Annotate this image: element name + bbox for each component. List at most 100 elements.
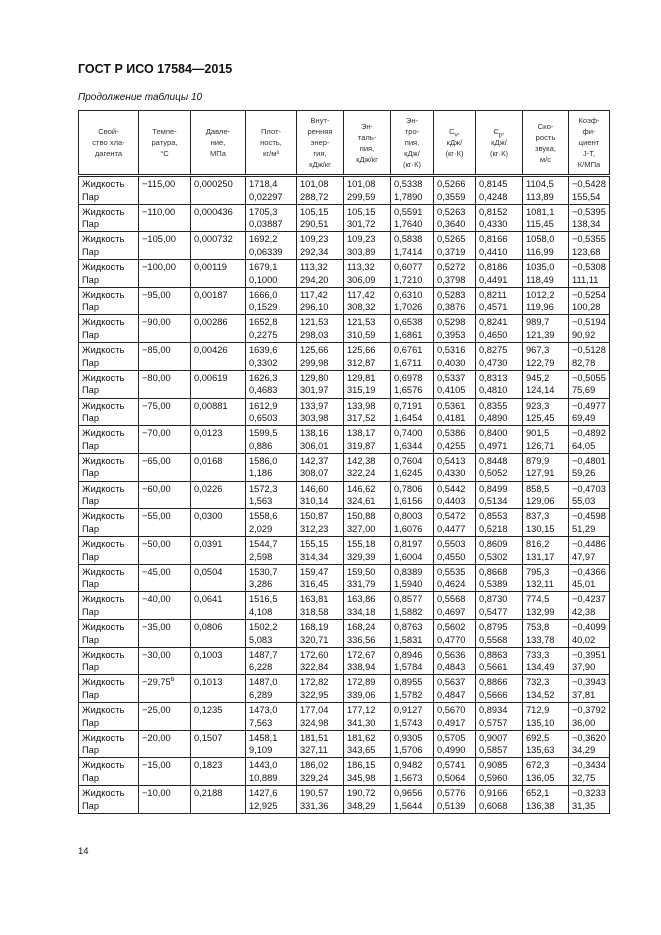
liquid-value: 0,9305	[394, 732, 423, 743]
liquid-value: −0,4977	[572, 400, 606, 411]
vapor-value: 135,10	[526, 717, 555, 728]
liquid-value: 0,5442	[437, 483, 466, 494]
vapor-value: 0,03887	[249, 219, 283, 230]
vapor-value: 301,72	[347, 219, 376, 230]
value-cell: 159,50 331,79	[343, 563, 391, 593]
liquid-value: 1612,9	[249, 400, 278, 411]
liquid-value: 0,5535	[437, 566, 466, 577]
vapor-value: 315,19	[347, 385, 376, 396]
vapor-value: 1,5784	[394, 662, 423, 673]
vapor-value: 1,6004	[394, 551, 423, 562]
value-cell: 1530,7 3,286	[245, 563, 297, 593]
phase-cell: Жидкость Пар	[78, 231, 139, 261]
value-cell: 0,5535 0,4624	[433, 563, 476, 593]
liquid-value: 652,1	[526, 788, 550, 799]
value-cell: 0,5442 0,4403	[433, 480, 476, 510]
liquid-value: 125,66	[300, 345, 329, 356]
liquid-value: 0,9085	[479, 760, 508, 771]
value-cell: 0,8400 0,4971	[475, 425, 523, 454]
value-cell: 125,66 299,98	[296, 342, 344, 371]
phase-liquid: Жидкость	[82, 622, 125, 632]
phase-liquid: Жидкость	[82, 677, 125, 688]
value-cell: 0,8946 1,5784	[390, 646, 434, 676]
vapor-value: 0,3953	[437, 330, 466, 341]
vapor-value: 1,563	[249, 496, 273, 507]
vapor-value: 129,06	[526, 496, 555, 507]
vapor-value: 0,5134	[479, 496, 508, 507]
vapor-value: 0,5477	[479, 606, 508, 617]
liquid-value: 0,5298	[437, 317, 466, 328]
vapor-value: 0,4105	[437, 385, 466, 396]
pressure-cell: 0,0391	[190, 535, 246, 565]
table-row: Жидкость Пар −50,00 0,0391 1544,7 2,598 155,15…	[78, 535, 610, 565]
liquid-value: 1544,7	[249, 538, 278, 549]
vapor-value: 0,4810	[479, 385, 508, 396]
value-cell: 1012,2 119,96	[522, 286, 569, 316]
value-cell: 1502,2 5,083	[245, 619, 297, 648]
pressure-cell: 0,000732	[190, 231, 246, 261]
liquid-value: 138,17	[347, 428, 376, 439]
subscript: p	[498, 131, 503, 139]
phase-cell: Жидкость Пар	[78, 757, 139, 787]
vapor-value: 0,3798	[437, 274, 466, 285]
liquid-value: 0,6077	[394, 262, 423, 273]
temperature-cell: −55,00	[138, 508, 191, 537]
value-cell: −0,5308 111,11	[568, 259, 610, 288]
vapor-value: 0,5139	[437, 800, 466, 811]
liquid-value: 1516,5	[249, 594, 278, 605]
liquid-value: 101,08	[347, 179, 376, 189]
liquid-value: 0,8003	[394, 511, 423, 522]
liquid-value: 0,8763	[394, 622, 423, 632]
vapor-value: 334,18	[347, 606, 376, 617]
value-cell: 129,80 301,97	[296, 369, 344, 399]
phase-liquid: Жидкость	[82, 262, 125, 273]
phase-cell: Жидкость Пар	[78, 591, 139, 620]
value-cell: 1487,7 6,228	[245, 646, 297, 676]
value-cell: 1586,0 1,186	[245, 452, 297, 482]
vapor-value: 1,5673	[394, 773, 423, 784]
vapor-value: 322,84	[300, 662, 329, 673]
value-cell: 121,53 298,03	[296, 314, 344, 344]
properties-table: Свой-ство хла-дагента Темпе-ратура, °C Давл…	[78, 110, 610, 814]
value-cell: −0,4099 40,02	[568, 619, 610, 648]
vapor-value: 0,5389	[479, 579, 508, 590]
value-cell: 0,5298 0,3953	[433, 314, 476, 344]
vapor-value: 308,32	[347, 302, 376, 313]
table-row: Жидкость Пар −29,75b 0,1013 1487,0 6,289 172,8…	[78, 674, 610, 704]
value-cell: 0,8866 0,5666	[475, 674, 523, 704]
liquid-value: −0,3233	[572, 788, 606, 799]
vapor-value: 341,30	[347, 717, 376, 728]
liquid-value: 177,12	[347, 705, 376, 716]
phase-vapor: Пар	[82, 330, 100, 341]
value-cell: 0,5568 0,4697	[433, 591, 476, 620]
vapor-value: 303,98	[300, 413, 329, 424]
value-cell: 0,8211 0,4571	[475, 286, 523, 316]
vapor-value: 0,02297	[249, 191, 283, 202]
pressure-cell: 0,1013	[190, 674, 246, 704]
temperature-cell: −45,00	[138, 563, 191, 593]
pressure-cell: 0,00119	[190, 259, 246, 288]
value-cell: 816,2 131,17	[522, 535, 569, 565]
value-cell: 133,97 303,98	[296, 397, 344, 427]
liquid-value: 0,7806	[394, 483, 423, 494]
table-row: Жидкость Пар −45,00 0,0504 1530,7 3,286 159,47…	[78, 563, 610, 593]
temperature-cell: −80,00	[138, 369, 191, 399]
phase-vapor: Пар	[82, 496, 100, 507]
liquid-value: 0,8145	[479, 179, 508, 189]
liquid-value: 129,81	[347, 372, 376, 383]
pressure-cell: 0,1003	[190, 646, 246, 676]
phase-vapor: Пар	[82, 773, 100, 784]
vapor-value: 0,4403	[437, 496, 466, 507]
temperature-cell: −20,00	[138, 729, 191, 759]
liquid-value: −0,4099	[572, 622, 606, 632]
liquid-value: 0,5838	[394, 234, 423, 245]
column-header: Внут-ренняя энер-гия, кДж/кг	[296, 110, 344, 177]
value-cell: 0,8934 0,5757	[475, 702, 523, 731]
liquid-value: 0,5338	[394, 179, 423, 189]
liquid-value: −0,5128	[572, 345, 606, 356]
liquid-value: 0,9482	[394, 760, 423, 771]
liquid-value: 190,72	[347, 788, 376, 799]
value-cell: 181,62 343,65	[343, 729, 391, 759]
liquid-value: 712,9	[526, 705, 550, 716]
value-cell: 1652,8 0,2275	[245, 314, 297, 344]
